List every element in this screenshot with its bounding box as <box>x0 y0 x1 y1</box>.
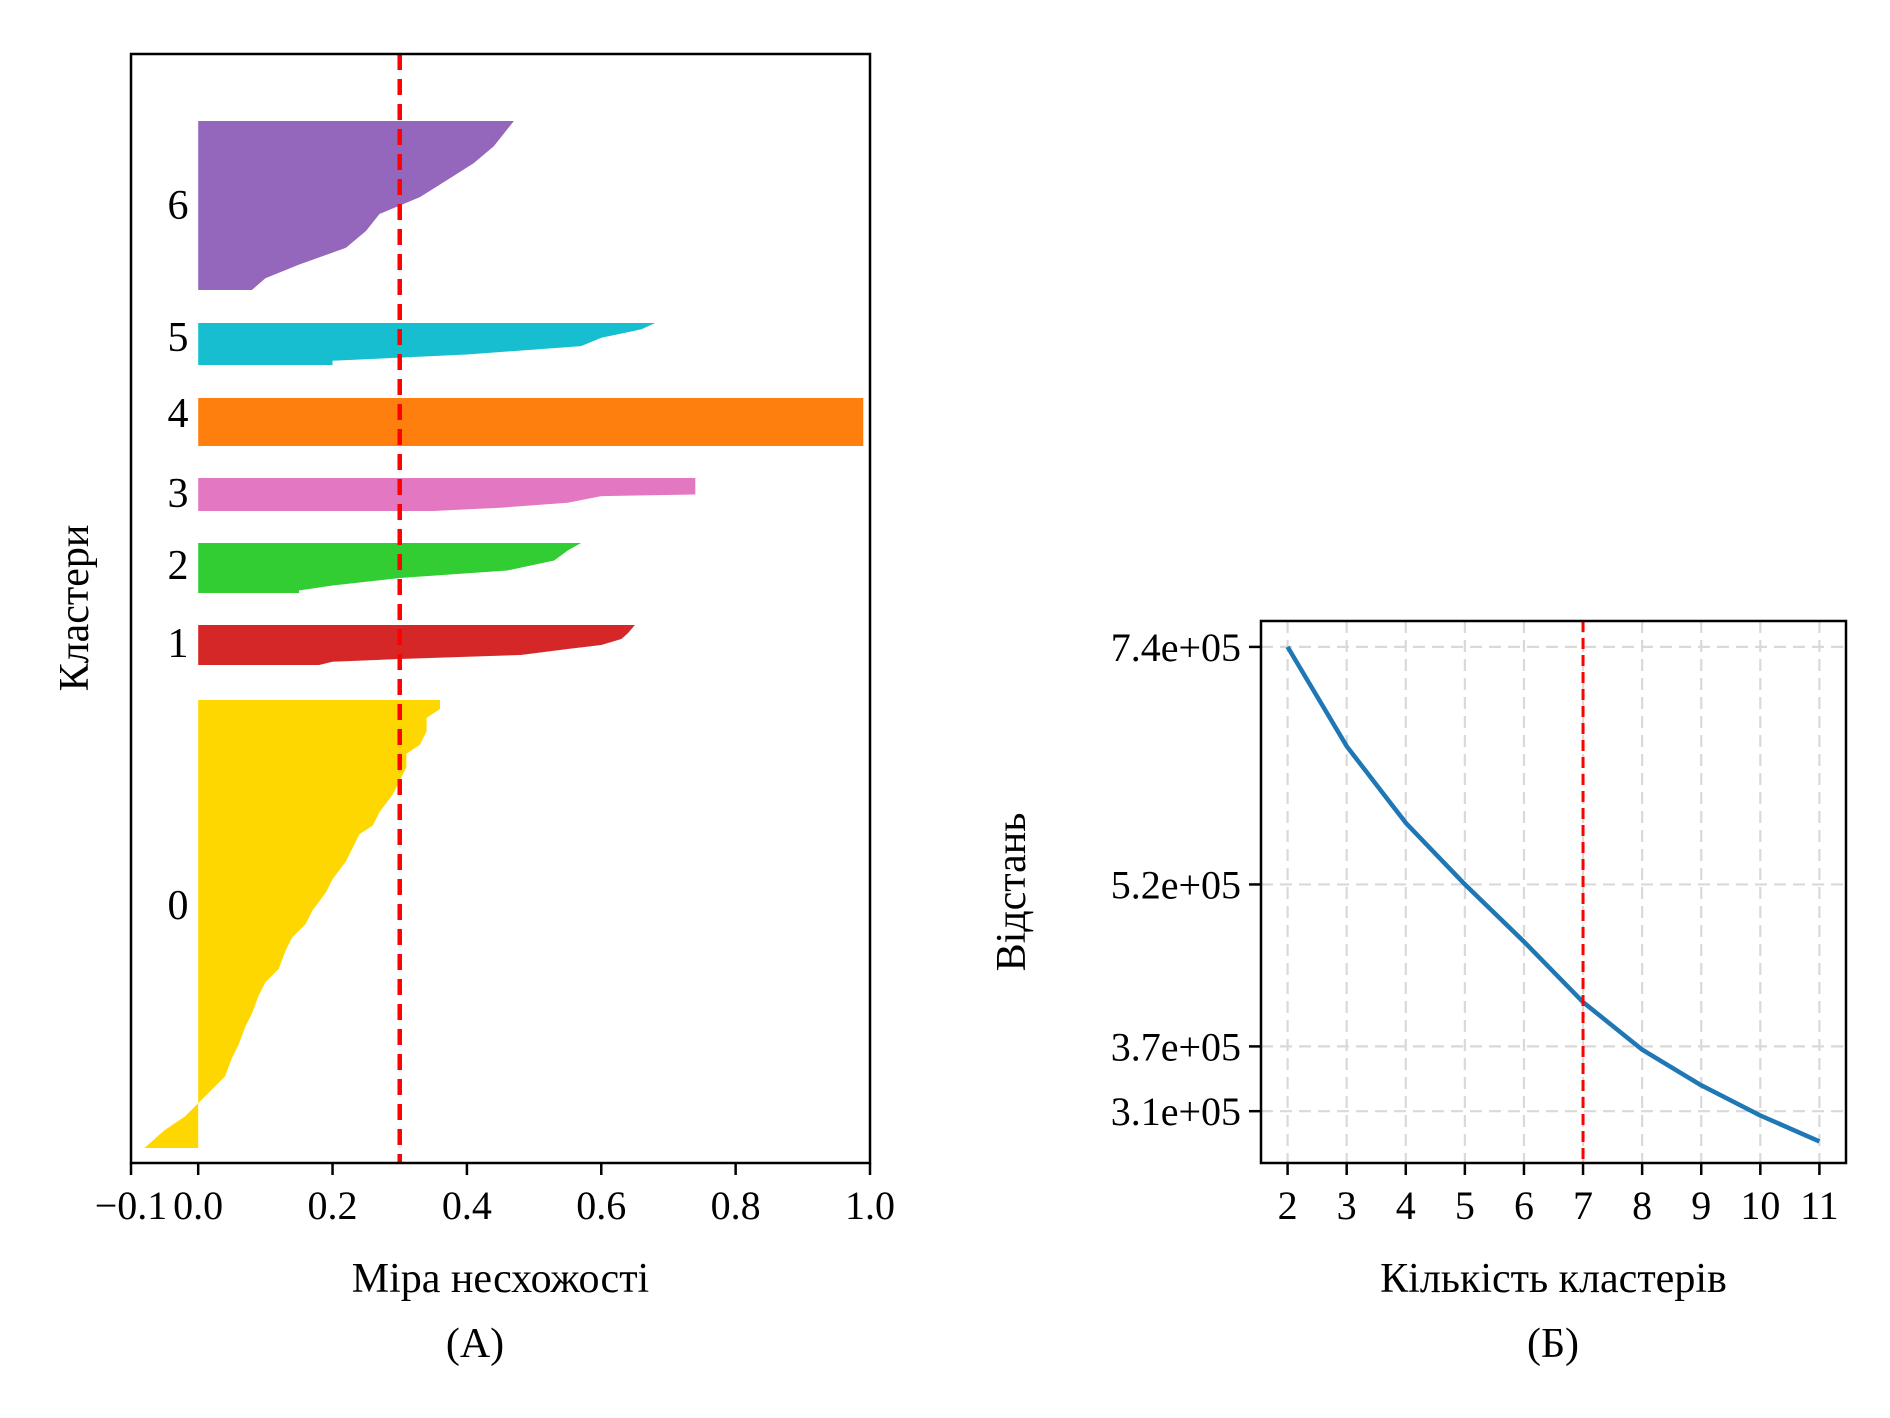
distance-y-tick-label: 3.7e+05 <box>1111 1024 1241 1069</box>
cluster-0-silhouette <box>144 700 440 1148</box>
distance-x-tick-label: 9 <box>1691 1183 1711 1228</box>
distance-panel: 2 3 4 5 6 7 8 9 10 11 3.1e+05 3.7e+05 5.2e+05 7.4e+0… <box>989 619 1848 1367</box>
distance-y-ticks: 3.1e+05 3.7e+05 5.2e+05 7.4e+05 <box>1111 625 1261 1134</box>
silhouette-x-tick-label: −0.1 <box>95 1183 168 1228</box>
cluster-4-silhouette <box>198 398 864 446</box>
distance-x-tick-label: 5 <box>1455 1183 1475 1228</box>
distance-grid <box>1261 621 1846 1163</box>
distance-y-tick-label: 5.2e+05 <box>1111 862 1241 907</box>
panel-a-caption: (А) <box>446 1321 504 1367</box>
silhouette-x-ticks: −0.1 0.0 0.2 0.4 0.6 0.8 1.0 <box>95 1163 895 1228</box>
cluster-6-label: 6 <box>168 183 189 229</box>
distance-y-axis-label: Відстань <box>989 813 1035 972</box>
distance-x-tick-label: 8 <box>1632 1183 1652 1228</box>
silhouette-x-axis-label: Міра несхожості <box>352 1256 649 1302</box>
silhouette-x-tick-label: 0.6 <box>576 1183 626 1228</box>
cluster-1-label: 1 <box>168 621 189 667</box>
silhouette-panel: 0 1 2 3 4 5 6 −0.1 0.0 0.2 0.4 0.6 0.8 1.0 Міра несх… <box>52 52 895 1367</box>
distance-x-tick-label: 11 <box>1800 1183 1839 1228</box>
cluster-2-label: 2 <box>168 543 189 589</box>
distance-y-tick-label: 7.4e+05 <box>1111 625 1241 670</box>
distance-y-tick-label: 3.1e+05 <box>1111 1089 1241 1134</box>
distance-x-tick-label: 6 <box>1514 1183 1534 1228</box>
cluster-labels: 0 1 2 3 4 5 6 <box>168 183 189 929</box>
silhouette-x-tick-label: 0.2 <box>308 1183 358 1228</box>
distance-x-ticks: 2 3 4 5 6 7 8 9 10 11 <box>1278 1163 1839 1228</box>
cluster-1-silhouette <box>198 625 635 665</box>
cluster-2-silhouette <box>198 543 582 593</box>
distance-x-tick-label: 10 <box>1740 1183 1780 1228</box>
distance-x-tick-label: 2 <box>1278 1183 1298 1228</box>
cluster-6-silhouette <box>198 121 514 290</box>
silhouette-x-tick-label: 0.8 <box>711 1183 761 1228</box>
cluster-0-label: 0 <box>168 883 189 929</box>
cluster-3-silhouette <box>198 478 696 511</box>
silhouette-y-axis-label: Кластери <box>52 525 98 692</box>
silhouette-plot-frame <box>129 52 872 1165</box>
distance-plot-frame <box>1259 619 1848 1165</box>
distance-x-tick-label: 4 <box>1396 1183 1416 1228</box>
panel-b-caption: (Б) <box>1527 1321 1579 1367</box>
distance-x-tick-label: 3 <box>1337 1183 1357 1228</box>
distance-x-tick-label: 7 <box>1573 1183 1593 1228</box>
distance-series-line <box>1285 645 1821 1144</box>
cluster-5-silhouette <box>198 323 655 365</box>
silhouette-x-tick-label: 0.0 <box>173 1183 223 1228</box>
distance-x-axis-label: Кількість кластерів <box>1380 1256 1727 1302</box>
cluster-5-label: 5 <box>168 315 189 361</box>
silhouette-clusters <box>144 121 864 1148</box>
silhouette-x-tick-label: 1.0 <box>845 1183 895 1228</box>
cluster-3-label: 3 <box>168 471 189 517</box>
cluster-4-label: 4 <box>168 391 189 437</box>
silhouette-x-tick-label: 0.4 <box>442 1183 492 1228</box>
